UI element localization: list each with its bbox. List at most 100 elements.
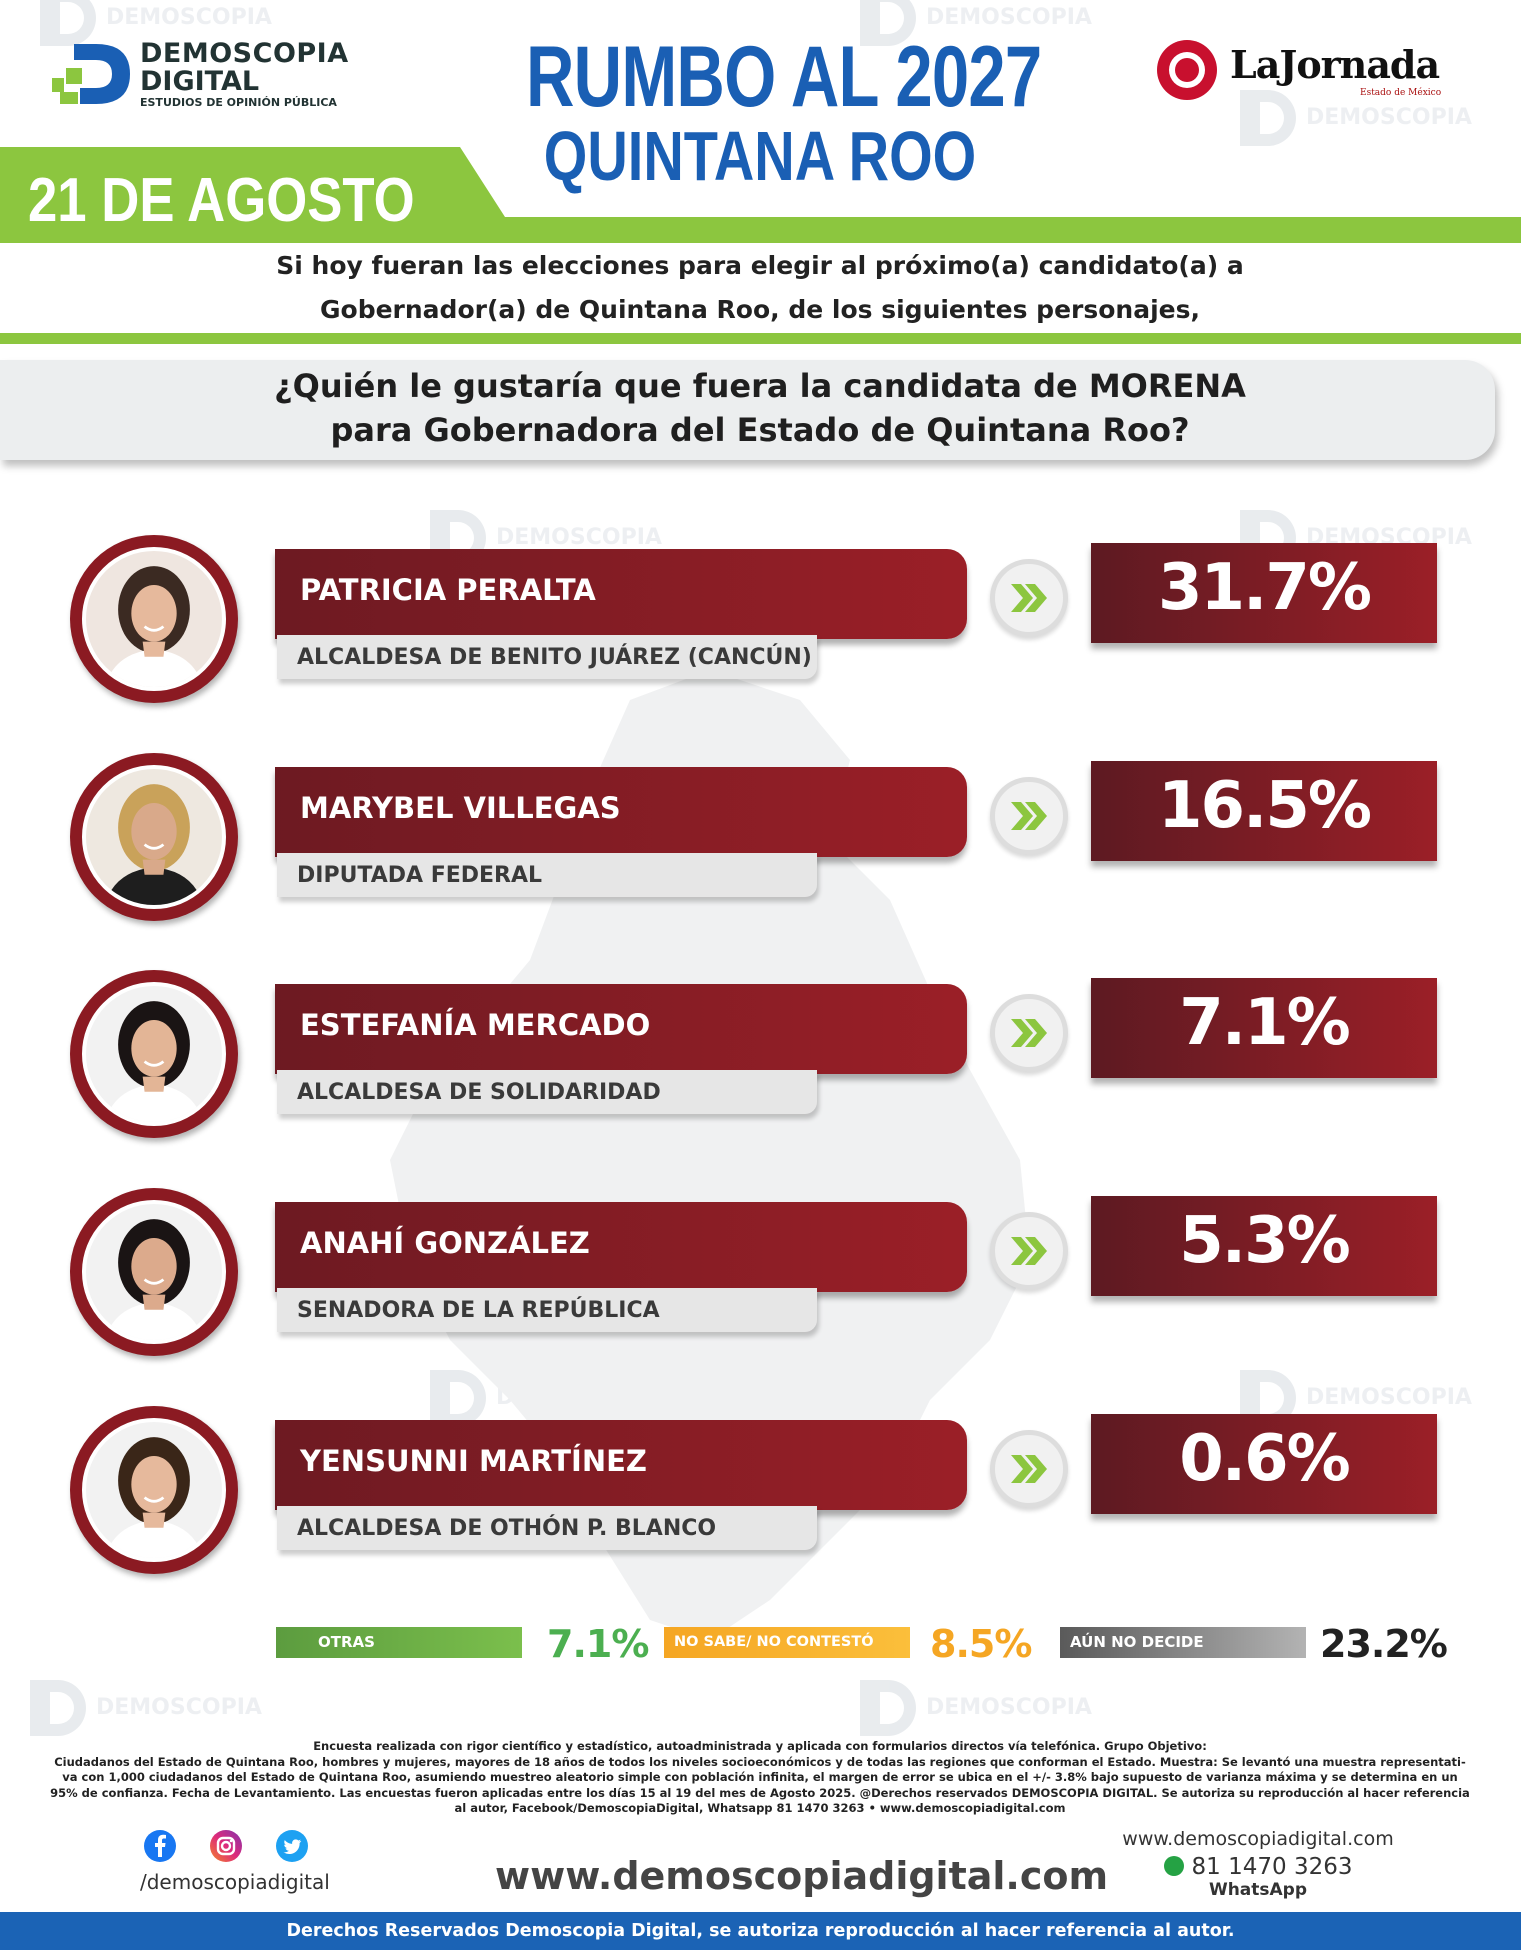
candidate-photo-frame	[70, 1188, 238, 1356]
candidate-role: SENADORA DE LA REPÚBLICA	[297, 1298, 660, 1323]
contact-website[interactable]: www.demoscopiadigital.com	[1122, 1828, 1394, 1850]
methodology-line: Encuesta realizada con rigor científico …	[313, 1739, 1207, 1753]
main-subtitle: QUINTANA ROO	[543, 117, 977, 195]
question-line-1: ¿Quién le gustaría que fuera la candidat…	[274, 367, 1246, 405]
otras-bar: OTRAS	[276, 1627, 522, 1658]
candidate-portrait-icon	[86, 1204, 222, 1340]
no-sabe-bar: NO SABE/ NO CONTESTÓ	[664, 1627, 910, 1658]
candidate-role: ALCALDESA DE OTHÓN P. BLANCO	[297, 1516, 717, 1541]
social-handle[interactable]: /demoscopiadigital	[140, 1870, 330, 1894]
percentage-bar	[1091, 1196, 1437, 1296]
candidate-role-bar	[277, 853, 817, 897]
instagram-icon[interactable]	[210, 1830, 242, 1862]
candidate-role: ALCALDESA DE SOLIDARIDAD	[297, 1080, 661, 1105]
watermark: DEMOSCOPIA	[40, 0, 272, 46]
methodology-line: va con 1,000 ciudadanos del Estado de Qu…	[62, 1770, 1458, 1784]
partner-subtitle: Estado de México	[1360, 88, 1442, 98]
candidate-photo-frame	[70, 1406, 238, 1574]
candidate-row: PATRICIA PERALTA ALCALDESA DE BENITO JUÁR…	[0, 535, 1521, 705]
whatsapp-label: WhatsApp	[1208, 1880, 1308, 1900]
candidate-row: MARYBEL VILLEGAS DIPUTADA FEDERAL 16.5%	[0, 753, 1521, 923]
candidate-name: ANAHÍ GONZÁLEZ	[300, 1226, 590, 1260]
no-sabe-value: 8.5%	[930, 1622, 1032, 1666]
aun-no-decide-bar: AÚN NO DECIDE	[1060, 1627, 1306, 1658]
candidate-row: ESTEFANÍA MERCADO ALCALDESA DE SOLIDARIDA…	[0, 970, 1521, 1140]
whatsapp-icon	[1163, 1856, 1184, 1876]
candidate-photo	[82, 765, 226, 909]
candidate-row: ANAHÍ GONZÁLEZ SENADORA DE LA REPÚBLICA 5.…	[0, 1188, 1521, 1358]
candidate-role: ALCALDESA DE BENITO JUÁREZ (CANCÚN)	[297, 645, 812, 670]
candidate-role-bar	[277, 635, 817, 679]
candidate-role-bar	[277, 1288, 817, 1332]
watermark: DEMOSCOPIA	[1240, 1370, 1472, 1426]
candidate-name: MARYBEL VILLEGAS	[300, 791, 621, 825]
watermark: DEMOSCOPIA	[860, 0, 1092, 46]
candidate-name-bar	[275, 984, 967, 1074]
candidate-name: YENSUNNI MARTÍNEZ	[300, 1444, 647, 1478]
phone-number: 81 1470 3263	[1191, 1854, 1353, 1880]
candidate-role-bar	[277, 1070, 817, 1114]
candidate-portrait-icon	[86, 986, 222, 1122]
candidate-name: ESTEFANÍA MERCADO	[300, 1008, 651, 1042]
percentage-bar	[1091, 761, 1437, 861]
survey-date: 21 DE AGOSTO	[28, 166, 415, 235]
candidate-portrait-icon	[86, 1422, 222, 1558]
watermark: DEMOSCOPIA	[860, 1680, 1092, 1736]
question-box	[0, 360, 1495, 460]
intro-line-1: Si hoy fueran las elecciones para elegir…	[276, 251, 1244, 280]
divider	[0, 333, 1521, 344]
double-chevron-icon	[990, 1430, 1068, 1508]
main-title: RUMBO AL 2027	[526, 29, 1042, 125]
aun-no-decide-value: 23.2%	[1320, 1622, 1448, 1666]
contact-phone[interactable]: 81 1470 3263	[1098, 1854, 1418, 1880]
percentage-value: 31.7%	[1157, 551, 1372, 625]
double-chevron-icon	[990, 559, 1068, 637]
methodology-line: al autor, Facebook/DemoscopiaDigital, Wh…	[454, 1801, 1066, 1815]
quintana-roo-map-background	[390, 670, 1030, 1640]
candidate-name-bar	[275, 549, 967, 639]
facebook-icon[interactable]	[144, 1830, 176, 1862]
double-chevron-icon	[990, 994, 1068, 1072]
demoscopia-logo: DEMOSCOPIA DIGITAL ESTUDIOS DE OPINIÓN P…	[52, 38, 352, 109]
candidate-photo-frame	[70, 753, 238, 921]
percentage-bar	[1091, 978, 1437, 1078]
logo-line2: DIGITAL	[140, 66, 260, 97]
question-text: ¿Quién le gustaría que fuera la candidat…	[160, 364, 1360, 452]
watermark: DEMOSCOPIA	[1240, 90, 1472, 146]
intro-line-2: Gobernador(a) de Quintana Roo, de los si…	[320, 295, 1200, 324]
candidate-name-bar	[275, 767, 967, 857]
candidate-portrait-icon	[86, 551, 222, 687]
candidate-role-bar	[277, 1506, 817, 1550]
candidate-row: YENSUNNI MARTÍNEZ ALCALDESA DE OTHÓN P. B…	[0, 1406, 1521, 1576]
website-link[interactable]: www.demoscopiadigital.com	[495, 1854, 1109, 1898]
candidate-name-bar	[275, 1420, 967, 1510]
candidate-name-bar	[275, 1202, 967, 1292]
candidate-portrait-icon	[86, 769, 222, 905]
percentage-value: 7.1%	[1179, 986, 1351, 1060]
candidate-photo	[82, 1200, 226, 1344]
la-jornada-logo: LaJornada Estado de México	[1155, 38, 1455, 108]
intro-text: Si hoy fueran las elecciones para elegir…	[150, 244, 1370, 332]
candidate-photo	[82, 547, 226, 691]
percentage-value: 16.5%	[1157, 769, 1372, 843]
percentage-bar	[1091, 1414, 1437, 1514]
date-band	[0, 147, 1521, 243]
logo-tagline: ESTUDIOS DE OPINIÓN PÚBLICA	[140, 96, 337, 109]
demoscopia-d-icon	[52, 44, 130, 104]
candidate-photo	[82, 1418, 226, 1562]
percentage-value: 5.3%	[1179, 1204, 1351, 1278]
double-chevron-icon	[990, 1212, 1068, 1290]
logo-line1: DEMOSCOPIA	[140, 38, 349, 69]
watermark: DEMOSCOPIA	[30, 1680, 262, 1736]
double-chevron-icon	[990, 777, 1068, 855]
question-line-2: para Gobernadora del Estado de Quintana …	[330, 411, 1190, 449]
twitter-icon[interactable]	[276, 1830, 308, 1862]
sun-logo-icon	[1157, 40, 1217, 100]
candidate-photo-frame	[70, 970, 238, 1138]
percentage-bar	[1091, 543, 1437, 643]
footer-copyright: Derechos Reservados Demoscopia Digital, …	[0, 1912, 1521, 1950]
candidate-photo-frame	[70, 535, 238, 703]
candidate-role: DIPUTADA FEDERAL	[297, 863, 543, 888]
social-links: /demoscopiadigital	[140, 1830, 340, 1910]
